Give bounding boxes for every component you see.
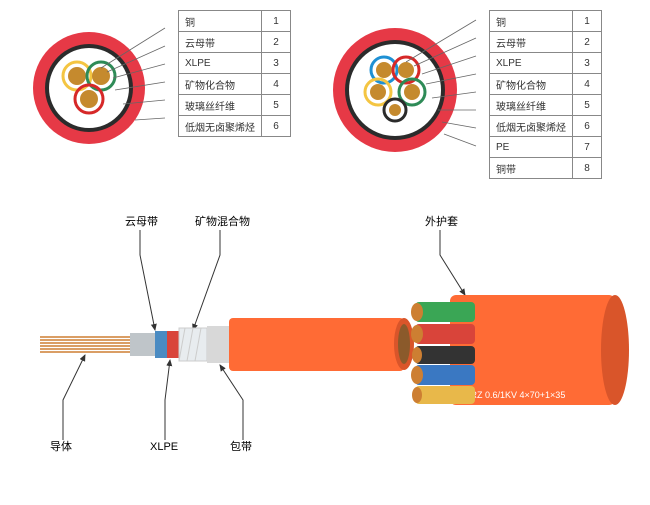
legend-row: XLPE3: [490, 53, 602, 74]
cable-spec-text: TRZ 0.6/1KV 4×70+1×35: [465, 390, 565, 400]
left-cross-section: 铜1 云母带2 XLPE3 矿物化合物4 玻璃丝纤维5 低烟无卤聚烯烃6: [5, 10, 291, 180]
legend-row: 云母带2: [179, 32, 291, 53]
top-cross-sections: 铜1 云母带2 XLPE3 矿物化合物4 玻璃丝纤维5 低烟无卤聚烯烃6 铜1 …: [0, 0, 650, 190]
left-legend-table: 铜1 云母带2 XLPE3 矿物化合物4 玻璃丝纤维5 低烟无卤聚烯烃6: [178, 10, 291, 137]
legend-row: XLPE3: [179, 53, 291, 74]
legend-row: 玻璃丝纤维5: [179, 95, 291, 116]
label-sheath: 外护套: [425, 214, 458, 228]
legend-row: 低烟无卤聚烯烃6: [490, 116, 602, 137]
right-legend-table: 铜1 云母带2 XLPE3 矿物化合物4 玻璃丝纤维5 低烟无卤聚烯烃6 PE7…: [489, 10, 602, 179]
bottom-svg: 云母带 矿物混合物 外护套 导体 XLPE 包带 TRZ 0.6/1KV 4×7…: [15, 200, 635, 490]
label-wrap: 包带: [230, 440, 252, 453]
legend-row: 铜1: [179, 11, 291, 32]
bottom-cable-views: 云母带 矿物混合物 外护套 导体 XLPE 包带 TRZ 0.6/1KV 4×7…: [0, 190, 650, 503]
label-mineral: 矿物混合物: [195, 214, 250, 228]
right-cable-side: TRZ 0.6/1KV 4×70+1×35: [411, 295, 629, 405]
label-mica: 云母带: [125, 215, 158, 228]
legend-row: 玻璃丝纤维5: [490, 95, 602, 116]
legend-row: 云母带2: [490, 32, 602, 53]
legend-row: 低烟无卤聚烯烃6: [179, 116, 291, 137]
legend-row: 矿物化合物4: [490, 74, 602, 95]
left-cable-svg: [5, 10, 170, 165]
cable-diagram-container: 铜1 云母带2 XLPE3 矿物化合物4 玻璃丝纤维5 低烟无卤聚烯烃6 铜1 …: [0, 0, 650, 505]
label-xlpe: XLPE: [150, 441, 178, 453]
right-cable-svg: [306, 10, 481, 180]
legend-row: PE7: [490, 137, 602, 158]
label-conductor: 导体: [50, 439, 72, 453]
left-cable-side: [40, 318, 414, 371]
legend-row: 矿物化合物4: [179, 74, 291, 95]
legend-row: 铜1: [490, 11, 602, 32]
right-cross-section: 铜1 云母带2 XLPE3 矿物化合物4 玻璃丝纤维5 低烟无卤聚烯烃6 PE7…: [306, 10, 602, 180]
legend-row: 铜带8: [490, 158, 602, 179]
